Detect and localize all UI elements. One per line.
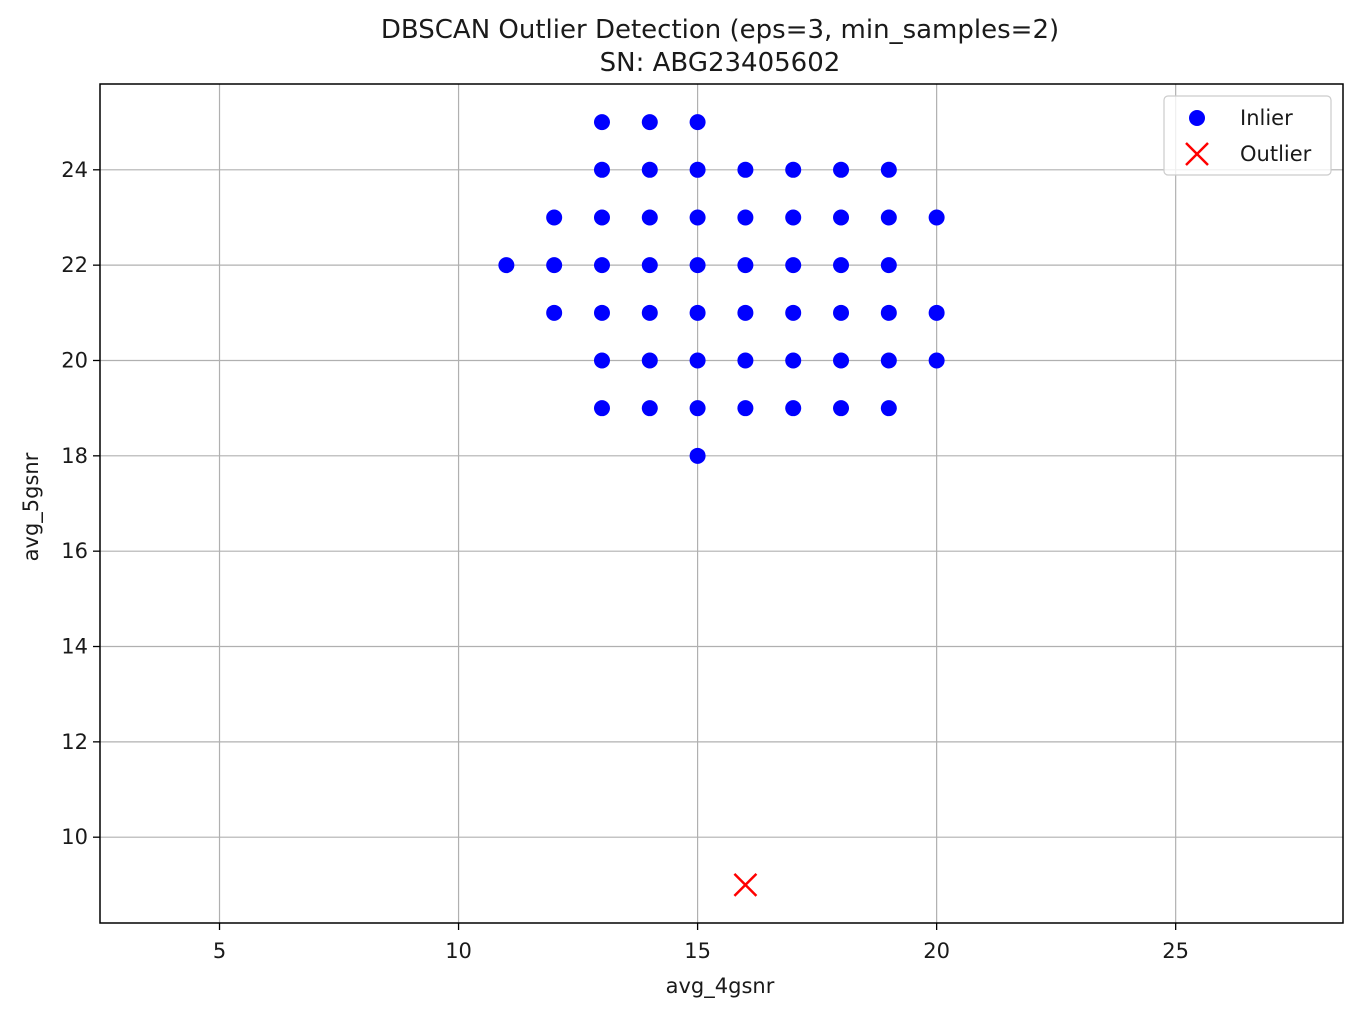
inlier-point bbox=[833, 161, 850, 178]
inlier-point bbox=[833, 209, 850, 226]
inlier-point bbox=[593, 161, 610, 178]
inlier-point bbox=[737, 352, 754, 369]
x-tick-label: 25 bbox=[1162, 939, 1189, 963]
y-tick-label: 10 bbox=[61, 825, 88, 849]
x-tick-label: 15 bbox=[684, 939, 711, 963]
inlier-point bbox=[785, 209, 802, 226]
inlier-point bbox=[737, 257, 754, 274]
inlier-point bbox=[833, 257, 850, 274]
inlier-point bbox=[689, 209, 706, 226]
legend-outlier-label: Outlier bbox=[1240, 142, 1312, 166]
legend: Inlier Outlier bbox=[1163, 95, 1332, 176]
inlier-point bbox=[785, 161, 802, 178]
x-tick-label: 5 bbox=[213, 939, 226, 963]
inlier-point bbox=[880, 352, 897, 369]
inlier-point bbox=[689, 161, 706, 178]
y-tick-label: 24 bbox=[61, 158, 88, 182]
inlier-point bbox=[737, 209, 754, 226]
inlier-point bbox=[785, 304, 802, 321]
inlier-point bbox=[689, 352, 706, 369]
inlier-point bbox=[593, 209, 610, 226]
inlier-point bbox=[689, 114, 706, 131]
inlier-point bbox=[546, 304, 563, 321]
inlier-point bbox=[593, 257, 610, 274]
inlier-point bbox=[880, 257, 897, 274]
inlier-point bbox=[546, 257, 563, 274]
legend-box bbox=[1163, 95, 1332, 176]
inlier-point bbox=[498, 257, 515, 274]
inlier-point bbox=[737, 400, 754, 417]
legend-outlier-marker bbox=[1185, 142, 1209, 166]
inlier-point bbox=[593, 304, 610, 321]
inlier-point bbox=[833, 400, 850, 417]
chart-title: DBSCAN Outlier Detection (eps=3, min_sam… bbox=[381, 15, 1059, 45]
inlier-point bbox=[593, 400, 610, 417]
inlier-point bbox=[880, 161, 897, 178]
inlier-point bbox=[641, 400, 658, 417]
inlier-point bbox=[546, 209, 563, 226]
x-tick-label: 10 bbox=[445, 939, 472, 963]
x-axis-label: avg_4gsnr bbox=[666, 974, 775, 999]
inlier-point bbox=[689, 400, 706, 417]
inlier-point bbox=[833, 352, 850, 369]
inlier-point bbox=[928, 304, 945, 321]
inlier-point bbox=[737, 304, 754, 321]
points-layer bbox=[498, 114, 945, 897]
y-tick-label: 12 bbox=[61, 730, 88, 754]
y-tick-label: 20 bbox=[61, 348, 88, 372]
inlier-point bbox=[880, 400, 897, 417]
inlier-point bbox=[593, 352, 610, 369]
ticks-layer: 5 10 15 20 25 10 12 14 16 18 20 22 24 bbox=[61, 158, 1189, 963]
outlier-point bbox=[733, 872, 758, 897]
inlier-point bbox=[593, 114, 610, 131]
inlier-point bbox=[641, 257, 658, 274]
inlier-point bbox=[641, 352, 658, 369]
inlier-point bbox=[880, 304, 897, 321]
legend-inlier-marker bbox=[1189, 110, 1205, 126]
inlier-point bbox=[785, 400, 802, 417]
inlier-point bbox=[785, 257, 802, 274]
inlier-point bbox=[641, 304, 658, 321]
inlier-point bbox=[928, 209, 945, 226]
plot-frame bbox=[99, 83, 1344, 924]
inlier-point bbox=[928, 352, 945, 369]
y-tick-label: 16 bbox=[61, 539, 88, 563]
grid-layer bbox=[100, 84, 1343, 923]
inlier-point bbox=[689, 447, 706, 464]
y-tick-label: 14 bbox=[61, 635, 88, 659]
inlier-point bbox=[641, 161, 658, 178]
chart-subtitle: SN: ABG23405602 bbox=[600, 48, 841, 78]
inlier-point bbox=[833, 304, 850, 321]
y-tick-label: 22 bbox=[61, 253, 88, 277]
inlier-point bbox=[880, 209, 897, 226]
inlier-point bbox=[689, 257, 706, 274]
legend-inlier-label: Inlier bbox=[1240, 106, 1293, 130]
inlier-point bbox=[689, 304, 706, 321]
y-axis-label: avg_5gsnr bbox=[19, 452, 44, 561]
y-tick-label: 18 bbox=[61, 444, 88, 468]
inlier-point bbox=[641, 209, 658, 226]
inlier-point bbox=[641, 114, 658, 131]
x-tick-label: 20 bbox=[923, 939, 950, 963]
inlier-point bbox=[737, 161, 754, 178]
inlier-point bbox=[785, 352, 802, 369]
